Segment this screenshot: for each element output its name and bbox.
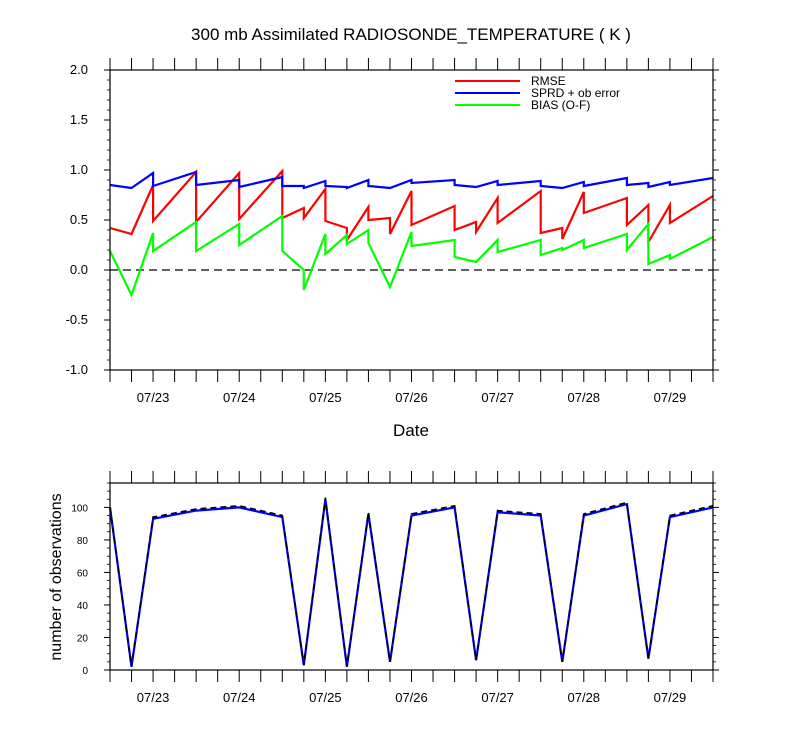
y-tick-label: 1.0: [70, 162, 88, 177]
x-tick-label: 07/27: [481, 690, 514, 705]
x-tick-label: 07/25: [309, 690, 342, 705]
x-tick-label: 07/29: [654, 690, 687, 705]
y-tick-label: 80: [77, 536, 89, 547]
y-axis-label: number of observations: [48, 493, 65, 660]
y-tick-label: 2.0: [70, 62, 88, 77]
legend-label: RMSE: [531, 74, 566, 88]
top-panel: 300 mb Assimilated RADIOSONDE_TEMPERATUR…: [66, 25, 719, 440]
x-tick-label: 07/29: [654, 390, 687, 405]
x-tick-label: 07/26: [395, 390, 428, 405]
y-tick-label: -1.0: [66, 362, 88, 377]
x-tick-label: 07/23: [137, 390, 170, 405]
x-tick-label: 07/24: [223, 690, 256, 705]
chart-title: 300 mb Assimilated RADIOSONDE_TEMPERATUR…: [191, 25, 631, 44]
x-tick-label: 07/28: [568, 390, 601, 405]
series-line-rmse: [109, 168, 714, 247]
bottom-series-group: [108, 497, 714, 667]
x-tick-label: 07/26: [395, 690, 428, 705]
y-tick-label: 100: [71, 503, 88, 514]
series-line-sprd-ob-error: [109, 170, 714, 190]
legend-label: BIAS (O-F): [531, 98, 590, 112]
x-tick-label: 07/28: [568, 690, 601, 705]
top-series-group: [109, 168, 714, 298]
y-tick-label: 0: [82, 666, 88, 677]
x-axis-label: Date: [393, 421, 429, 440]
x-tick-label: 07/25: [309, 390, 342, 405]
y-tick-label: 1.5: [70, 112, 88, 127]
legend-label: SPRD + ob error: [531, 86, 620, 100]
y-tick-label: 0.0: [70, 262, 88, 277]
y-tick-label: -0.5: [66, 312, 88, 327]
x-tick-label: 07/23: [137, 690, 170, 705]
y-tick-label: 40: [77, 601, 89, 612]
series-line-observations-solid: [108, 499, 714, 667]
x-tick-label: 07/24: [223, 390, 256, 405]
bottom-axes: 0 20 40 60 80 100 07/23 07/24 07/25 07/26 07/27 07/…: [71, 471, 719, 705]
y-tick-label: 60: [77, 568, 89, 579]
y-tick-label: 0.5: [70, 212, 88, 227]
bottom-plot-frame: [109, 482, 714, 671]
series-line-bias-o-f: [109, 213, 714, 298]
x-tick-label: 07/27: [481, 390, 514, 405]
y-tick-label: 20: [77, 633, 89, 644]
top-axes: -1.0 -0.5 0.0 0.5 1.0 1.5 2.0 07/23 07/24 07/25 07…: [66, 58, 719, 405]
top-plot-frame: [109, 69, 714, 371]
series-line-observations-dashed: [109, 497, 714, 667]
bottom-panel: 0 20 40 60 80 100 07/23 07/24 07/25 07/26 07/27 07/…: [48, 471, 719, 705]
